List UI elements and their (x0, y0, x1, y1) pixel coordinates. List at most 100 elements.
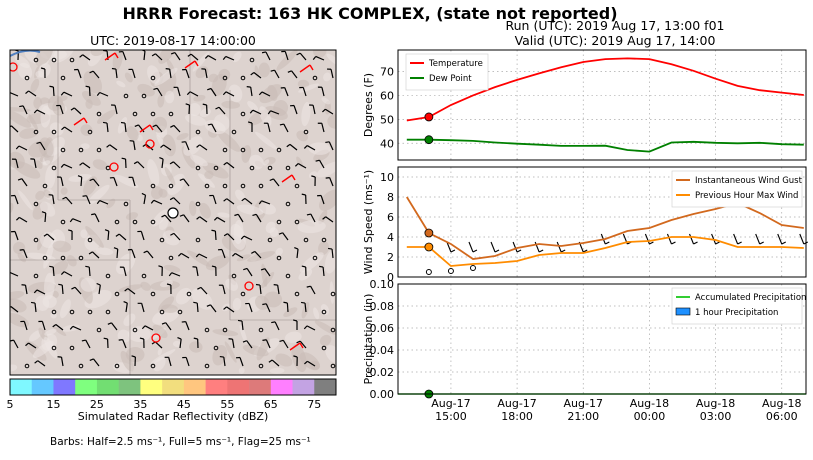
wind-barb-flag (177, 336, 182, 340)
wind-barb (138, 124, 145, 133)
wind-barb (291, 70, 298, 79)
wind-barb-flag (278, 232, 283, 235)
terrain-shade (193, 94, 206, 102)
calm-wind-circle (258, 363, 264, 369)
wind-barb (63, 271, 73, 277)
colorbar-tick-label: 65 (264, 398, 278, 411)
terrain-shade (81, 90, 101, 106)
calm-wind-circle (240, 183, 246, 189)
wind-barb-flag (79, 54, 84, 58)
terrain-shade (95, 247, 114, 256)
terrain-shade (275, 247, 283, 256)
calm-wind-circle (330, 327, 336, 333)
terrain-shade (238, 367, 245, 374)
terrain-shade (126, 126, 139, 141)
wind-barb-flag (300, 301, 306, 304)
forecast-wind-barb-flag (472, 249, 478, 253)
calm-wind-circle (276, 147, 282, 153)
y-tick-label: 0.10 (370, 278, 395, 291)
terrain-shade (44, 272, 55, 300)
wind-barb-flag (269, 178, 274, 182)
wind-barb-flag (170, 232, 175, 236)
wind-barb-flag (60, 163, 65, 168)
wind-barb (64, 126, 73, 133)
wind-barb-flag (240, 235, 245, 240)
terrain-shade (80, 229, 88, 239)
calm-wind-circle (195, 165, 201, 171)
wind-barb (10, 91, 19, 97)
wind-barb (289, 143, 298, 151)
gust-barb (139, 124, 151, 133)
terrain-shade (147, 65, 160, 84)
wind-barb (185, 69, 190, 79)
calm-wind-circle (87, 237, 93, 243)
wind-barb (254, 251, 262, 259)
terrain-shade (19, 128, 38, 139)
calm-wind-circle (276, 219, 282, 225)
terrain-shade (116, 80, 126, 88)
wind-barb-flag (103, 50, 108, 52)
wind-barb (93, 358, 100, 367)
wind-barb (222, 285, 226, 295)
wind-barb-flag (223, 198, 228, 202)
wind-barb (77, 69, 82, 79)
terrain-shade (17, 190, 33, 211)
wind-barb (92, 251, 100, 259)
terrain-shade (297, 220, 326, 234)
calm-wind-circle (276, 255, 282, 261)
wind-barb (88, 266, 91, 277)
terrain-shade (90, 50, 105, 57)
terrain-shade (114, 174, 139, 188)
wind-barb (145, 143, 154, 151)
calm-wind-circle (132, 219, 138, 225)
terrain-shade (189, 200, 197, 216)
x-tick-label-time: 00:00 (634, 410, 666, 423)
wind-barb-flag (262, 303, 267, 306)
calm-wind-circle (141, 273, 147, 279)
wind-barb (241, 320, 244, 331)
terrain-shade (96, 109, 116, 124)
calm-wind-circle (195, 237, 201, 243)
gust-barb (184, 60, 196, 69)
gust-barb (73, 117, 85, 126)
wind-barb-flag (311, 175, 316, 178)
wind-barb (270, 110, 280, 115)
wind-barb (310, 285, 316, 295)
gust-barb-flag (309, 64, 314, 71)
y-tick-label: 8 (387, 191, 394, 204)
wind-barb-flag (296, 52, 301, 56)
wind-barb (272, 178, 280, 187)
wind-barb (284, 51, 289, 61)
terrain-shade (10, 364, 18, 372)
terrain-shade (124, 72, 133, 83)
wind-barb (63, 163, 73, 169)
calm-wind-circle (267, 237, 273, 243)
current-value-marker (424, 242, 434, 252)
wind-barb (199, 144, 208, 151)
wind-barb-flag (312, 56, 317, 60)
terrain-shade (59, 299, 71, 319)
wind-barb-flag (36, 141, 41, 144)
y-tick-label: 70 (380, 66, 394, 79)
terrain-shade (318, 210, 328, 225)
terrain-shade (213, 114, 230, 131)
wind-barb-flag (124, 288, 129, 292)
terrain-shade (190, 154, 208, 167)
wind-barb-flag (34, 360, 39, 364)
forecast-wind-barb-flag (759, 241, 764, 245)
wind-barb-flag (131, 355, 136, 358)
wind-barb-flag (250, 72, 255, 76)
wind-barb (143, 195, 147, 205)
calm-wind-circle (267, 165, 273, 171)
wind-barb (255, 214, 262, 223)
forecast-wind-barb-flag (693, 241, 698, 245)
terrain-shade (164, 166, 176, 186)
legend-box: Instantaneous Wind Gust Previous Hour Max… (671, 170, 803, 208)
map-title: UTC: 2019-08-17 14:00:00 (90, 33, 256, 48)
calm-wind-circle (231, 129, 237, 135)
wind-barb (306, 325, 316, 331)
wind-barb-flag (115, 233, 120, 237)
wind-barb-flag (303, 145, 308, 149)
wind-barb (14, 195, 19, 205)
wind-barb-flag (268, 359, 273, 363)
